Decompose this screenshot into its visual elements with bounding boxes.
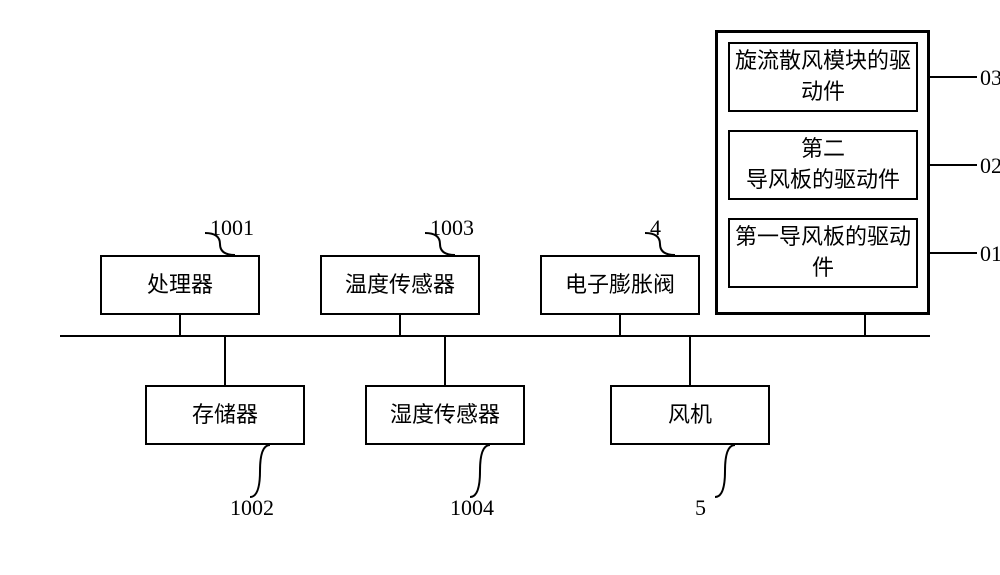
temp-sensor-block: 温度传感器 — [320, 255, 480, 315]
memory-block: 存储器 — [145, 385, 305, 445]
memory-label: 存储器 — [192, 400, 258, 431]
guide1-driver-block: 第一导风板的驱动件 — [728, 218, 918, 288]
swirl-driver-label: 旋流散风模块的驱动件 — [734, 46, 912, 108]
processor-block: 处理器 — [100, 255, 260, 315]
fan-label: 风机 — [668, 400, 712, 431]
guide2-driver-label: 第二 导风板的驱动件 — [746, 134, 900, 196]
eev-label: 电子膨胀阀 — [565, 270, 675, 301]
fan-block: 风机 — [610, 385, 770, 445]
group-connector — [864, 315, 866, 335]
block-diagram: 处理器 温度传感器 电子膨胀阀 存储器 湿度传感器 风机 旋流散风模块的驱动件 … — [0, 0, 1000, 575]
bus-line — [60, 335, 930, 337]
memory-connector — [224, 335, 226, 385]
ref-eev: 4 — [650, 215, 661, 241]
humid-sensor-block: 湿度传感器 — [365, 385, 525, 445]
ref-temp-sensor: 1003 — [430, 215, 474, 241]
ref-swirl-driver: 03 — [980, 65, 1000, 91]
temp-sensor-connector — [399, 315, 401, 335]
guide1-driver-label: 第一导风板的驱动件 — [734, 222, 912, 284]
humid-sensor-connector — [444, 335, 446, 385]
humid-sensor-label: 湿度传感器 — [390, 400, 500, 431]
ref-guide2-driver: 02 — [980, 153, 1000, 179]
guide2-driver-block: 第二 导风板的驱动件 — [728, 130, 918, 200]
processor-label: 处理器 — [147, 270, 213, 301]
ref-guide1-driver: 01 — [980, 241, 1000, 267]
temp-sensor-label: 温度传感器 — [345, 270, 455, 301]
processor-connector — [179, 315, 181, 335]
ref-fan: 5 — [695, 495, 706, 521]
ref-humid-sensor: 1004 — [450, 495, 494, 521]
eev-connector — [619, 315, 621, 335]
ref-memory: 1002 — [230, 495, 274, 521]
eev-block: 电子膨胀阀 — [540, 255, 700, 315]
ref-processor: 1001 — [210, 215, 254, 241]
fan-connector — [689, 335, 691, 385]
swirl-driver-block: 旋流散风模块的驱动件 — [728, 42, 918, 112]
